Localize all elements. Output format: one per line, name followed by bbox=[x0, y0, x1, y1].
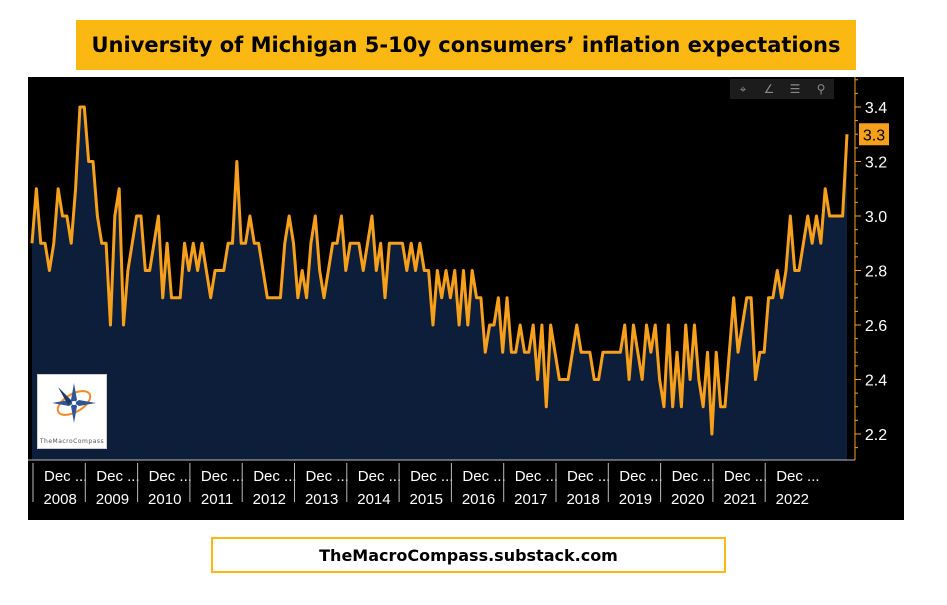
chart-title: University of Michigan 5-10y consumers’ … bbox=[76, 20, 856, 70]
x-year-label: 2010 bbox=[148, 491, 181, 508]
x-tick-label: Dec ... bbox=[724, 468, 767, 485]
x-year-label: 2019 bbox=[619, 491, 652, 508]
x-year-label: 2022 bbox=[776, 491, 809, 508]
x-tick-label: Dec ... bbox=[619, 468, 662, 485]
chart-panel[interactable]: 3.4 3.2 3.0 2.8 2.6 2.4 2.2 3.3 Dec ... 2008 Dec … bbox=[28, 77, 904, 520]
x-tick-label: Dec ... bbox=[672, 468, 715, 485]
x-year-label: 2016 bbox=[462, 491, 495, 508]
macro-compass-logo: TheMacroCompass bbox=[37, 374, 107, 449]
y-tick-label: 3.4 bbox=[865, 100, 887, 117]
x-year-label: 2012 bbox=[253, 491, 286, 508]
x-year-label: 2017 bbox=[514, 491, 547, 508]
x-tick-label: Dec ... bbox=[201, 468, 244, 485]
x-tick-label: Dec ... bbox=[358, 468, 401, 485]
logo-text: TheMacroCompass bbox=[39, 438, 105, 445]
y-tick-label: 3.0 bbox=[865, 209, 887, 226]
footer-url[interactable]: TheMacroCompass.substack.com bbox=[211, 537, 726, 573]
x-tick-label: Dec ... bbox=[305, 468, 348, 485]
x-tick-label: Dec ... bbox=[96, 468, 139, 485]
y-tick-label: 2.8 bbox=[865, 264, 887, 281]
x-tick-label: Dec ... bbox=[44, 468, 87, 485]
chart-toolbar: ⌖ ∠ ☰ ⚲ bbox=[730, 79, 834, 99]
x-tick-label: Dec ... bbox=[410, 468, 453, 485]
inflation-expectations-chart: 3.4 3.2 3.0 2.8 2.6 2.4 2.2 3.3 Dec ... 2008 Dec … bbox=[28, 77, 889, 508]
x-tick-label: Dec ... bbox=[776, 468, 819, 485]
x-tick-label: Dec ... bbox=[567, 468, 610, 485]
y-tick-label: 2.6 bbox=[865, 318, 887, 335]
compass-logo-icon bbox=[52, 383, 96, 423]
last-value-label: 3.3 bbox=[863, 127, 885, 144]
x-year-label: 2011 bbox=[201, 491, 233, 508]
y-tick-label: 2.4 bbox=[865, 373, 887, 390]
x-year-label: 2020 bbox=[671, 491, 704, 508]
pencil-icon[interactable]: ∠ bbox=[763, 82, 775, 96]
x-year-label: 2018 bbox=[566, 491, 599, 508]
y-tick-label: 3.2 bbox=[865, 155, 887, 172]
x-year-label: 2021 bbox=[723, 491, 756, 508]
series-line bbox=[30, 105, 849, 436]
x-tick-label: Dec ... bbox=[515, 468, 558, 485]
x-tick-label: Dec ... bbox=[462, 468, 505, 485]
x-year-label: 2013 bbox=[305, 491, 338, 508]
x-year-label: 2008 bbox=[43, 491, 76, 508]
x-year-label: 2015 bbox=[410, 491, 443, 508]
x-tick-label: Dec ... bbox=[149, 468, 192, 485]
crosshair-icon[interactable]: ⌖ bbox=[739, 81, 747, 96]
x-tick-label: Dec ... bbox=[253, 468, 296, 485]
search-icon[interactable]: ⚲ bbox=[816, 82, 826, 96]
y-tick-label: 2.2 bbox=[865, 427, 887, 444]
x-year-label: 2014 bbox=[357, 491, 390, 508]
last-value-badge bbox=[859, 123, 889, 146]
list-icon[interactable]: ☰ bbox=[789, 82, 801, 96]
x-year-label: 2009 bbox=[96, 491, 129, 508]
